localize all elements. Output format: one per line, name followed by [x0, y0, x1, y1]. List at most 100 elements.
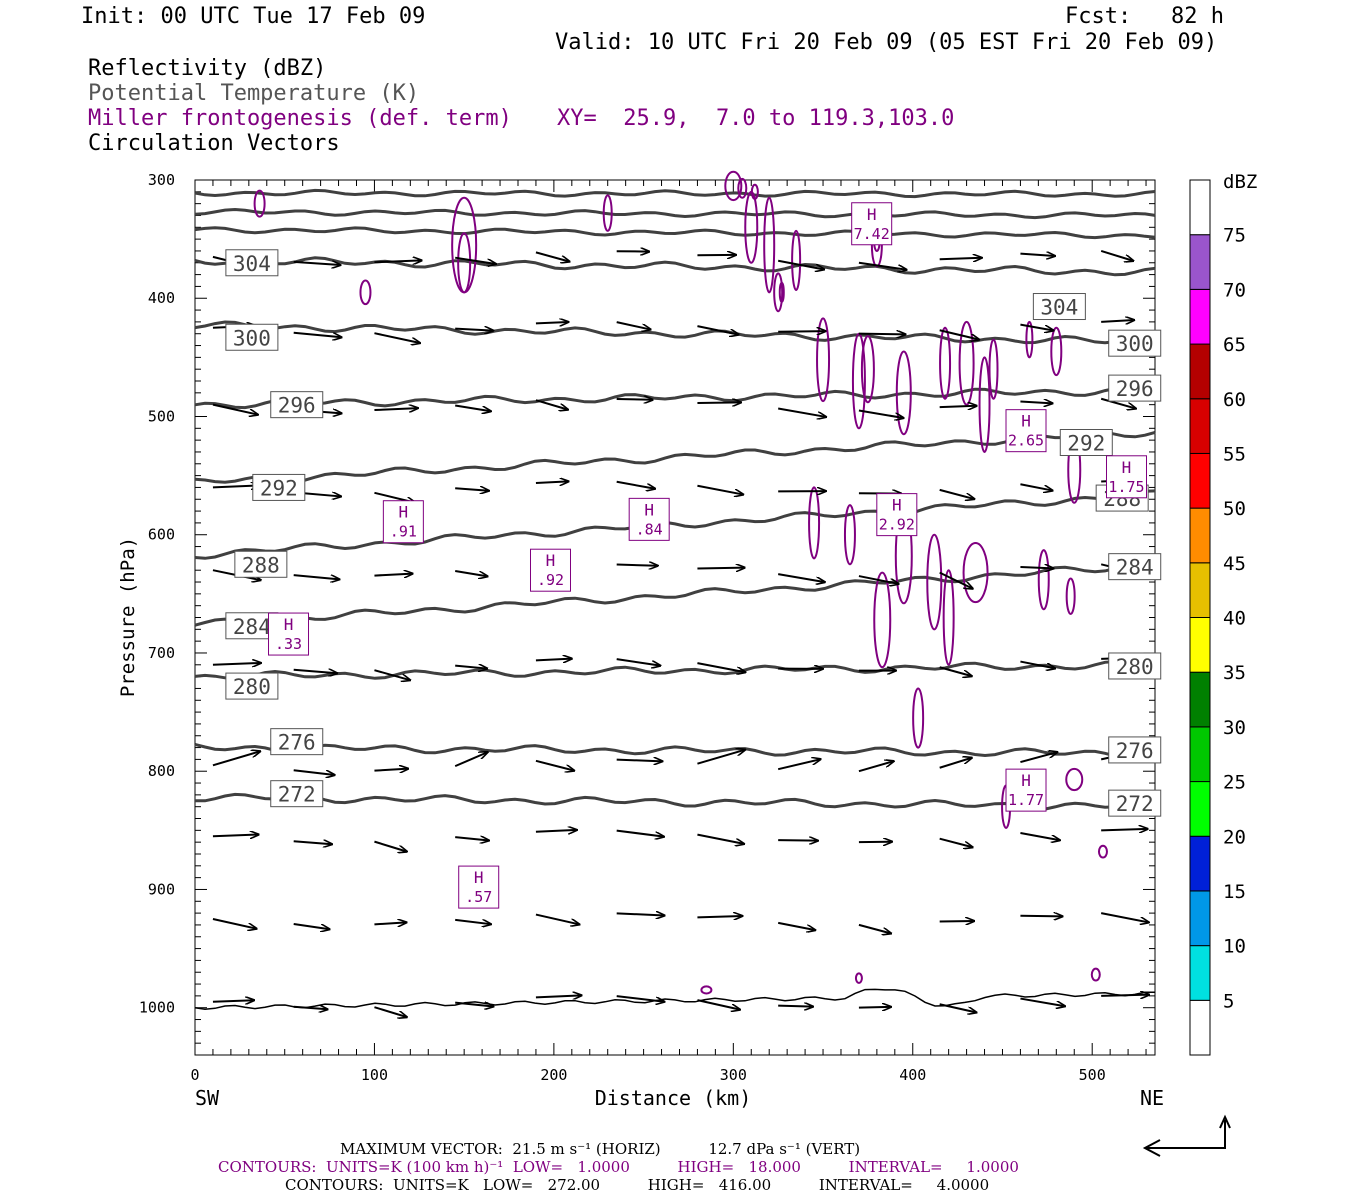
colorbar-title: dBZ — [1223, 171, 1257, 193]
circulation-vector — [212, 485, 260, 487]
circulation-vector — [858, 575, 899, 584]
circulation-vector — [697, 662, 745, 672]
circulation-vector — [1101, 995, 1149, 996]
valid-time: Valid: 10 UTC Fri 20 Feb 09 (05 EST Fri … — [555, 30, 1218, 55]
field-label-theta: Potential Temperature (K) — [88, 81, 420, 106]
circulation-vector — [778, 1006, 813, 1007]
frontogenesis-contour — [988, 338, 999, 400]
circulation-vector — [697, 916, 742, 917]
colorbar-tick-label: 25 — [1223, 772, 1246, 794]
frontogenesis-contour — [958, 320, 975, 406]
colorbar: 5 10 15 20 25 30 35 40 45 50 55 60 65 70 75 dBZ — [1189, 171, 1257, 1056]
frontogenesis-contour — [939, 326, 952, 400]
circulation-vector — [939, 329, 980, 339]
y-tick-label: 700 — [148, 644, 175, 662]
circulation-vector — [455, 404, 491, 411]
circulation-vector — [939, 488, 975, 499]
circulation-vector — [858, 1007, 891, 1008]
frontogenesis-max-box — [382, 500, 424, 544]
theta-label-box — [270, 780, 324, 808]
frontogenesis-max-letter: H — [867, 205, 877, 224]
theta-label-box — [1059, 429, 1113, 456]
colorbar-segment — [1189, 999, 1211, 1056]
frontogenesis-contour — [1065, 767, 1084, 792]
circulation-vector — [858, 261, 907, 270]
circulation-vector — [858, 923, 891, 934]
frontogenesis-max-box — [1105, 455, 1147, 499]
frontogenesis-max-value: .57 — [465, 888, 492, 906]
frontogenesis-max-box — [1005, 768, 1047, 812]
colorbar-segment — [1189, 945, 1211, 1001]
theta-label-box — [1108, 736, 1162, 764]
circulation-vector — [1020, 916, 1062, 917]
x-axis-right-end-label: NE — [1140, 1086, 1164, 1110]
theta-contours — [194, 188, 1156, 1011]
circulation-vector — [697, 833, 744, 844]
circulation-vector — [777, 259, 824, 270]
theta-label-box — [270, 728, 324, 756]
circulation-vector — [455, 666, 487, 669]
frontogenesis-contour — [1025, 320, 1034, 359]
colorbar-segment — [1189, 343, 1211, 400]
theta-label: 296 — [1116, 377, 1154, 401]
circulation-vector — [374, 574, 412, 576]
theta-label: 284 — [233, 615, 271, 639]
colorbar-tick-label: 5 — [1223, 990, 1234, 1012]
theta-contour-line — [194, 489, 1156, 560]
tick-labels: 300 400 500 600 700 800 900 1000 0 100 200 300 400 50… — [139, 171, 1106, 1084]
circulation-vector — [616, 913, 665, 915]
circulation-vector — [212, 1000, 254, 1002]
frontogenesis-contour — [816, 317, 831, 403]
theta-label-box — [1108, 553, 1162, 581]
colorbar-tick-label: 45 — [1223, 553, 1246, 575]
theta-label: 292 — [1067, 432, 1105, 456]
frontogenesis-max-box — [628, 497, 670, 541]
frontogenesis-max-box — [851, 202, 893, 246]
colorbar-tick-label: 30 — [1223, 717, 1246, 739]
circulation-vector — [1020, 483, 1052, 490]
colorbar-tick-label: 70 — [1223, 279, 1246, 301]
circulation-vector — [697, 402, 741, 403]
circulation-vector — [455, 256, 496, 264]
y-tick-label: 500 — [148, 407, 175, 425]
colorbar-tick-label: 20 — [1223, 826, 1246, 848]
colorbar-segment — [1189, 234, 1211, 290]
circulation-vector — [293, 769, 335, 775]
circulation-vector — [535, 759, 574, 771]
colorbar-tick-label: 55 — [1223, 443, 1246, 465]
colorbar-segment — [1189, 562, 1211, 618]
surface-line — [194, 988, 1155, 1011]
theta-label-box — [1108, 374, 1162, 402]
y-tick-label: 300 — [148, 171, 175, 189]
colorbar-tick-label: 40 — [1223, 608, 1246, 630]
theta-label-box — [225, 672, 279, 700]
y-tick-label: 600 — [148, 526, 175, 544]
circulation-vector — [616, 321, 651, 329]
theta-label-box — [225, 249, 279, 277]
colorbar-segment — [1189, 617, 1211, 673]
colorbar-tick-label: 65 — [1223, 334, 1246, 356]
circulation-vector — [1020, 401, 1052, 403]
theta-label-box — [1108, 652, 1162, 680]
colorbar-tick-label: 60 — [1223, 389, 1246, 411]
colorbar-tick-label: 35 — [1223, 662, 1246, 684]
reference-vector-icon — [1142, 1114, 1231, 1157]
frontogenesis-max-letter: H — [1122, 458, 1132, 477]
circulation-vector — [616, 829, 664, 837]
frontogenesis-max-letter: H — [1021, 412, 1031, 431]
circulation-vector — [778, 331, 825, 332]
colorbar-segment — [1189, 781, 1211, 837]
circulation-vector — [293, 841, 332, 844]
circulation-vector — [1101, 829, 1148, 830]
frontogenesis-contour — [1050, 326, 1063, 377]
x-axis-left-end-label: SW — [195, 1086, 220, 1110]
frontogenesis-contour — [912, 687, 925, 749]
init-time: Init: 00 UTC Tue 17 Feb 09 — [81, 4, 426, 29]
y-tick-label: 900 — [148, 880, 175, 898]
theta-label: 296 — [278, 394, 316, 418]
circulation-vector — [374, 922, 406, 924]
frontogenesis-contour — [763, 196, 776, 294]
frontogenesis-max-letter: H — [892, 496, 902, 515]
circulation-vector — [697, 325, 738, 334]
